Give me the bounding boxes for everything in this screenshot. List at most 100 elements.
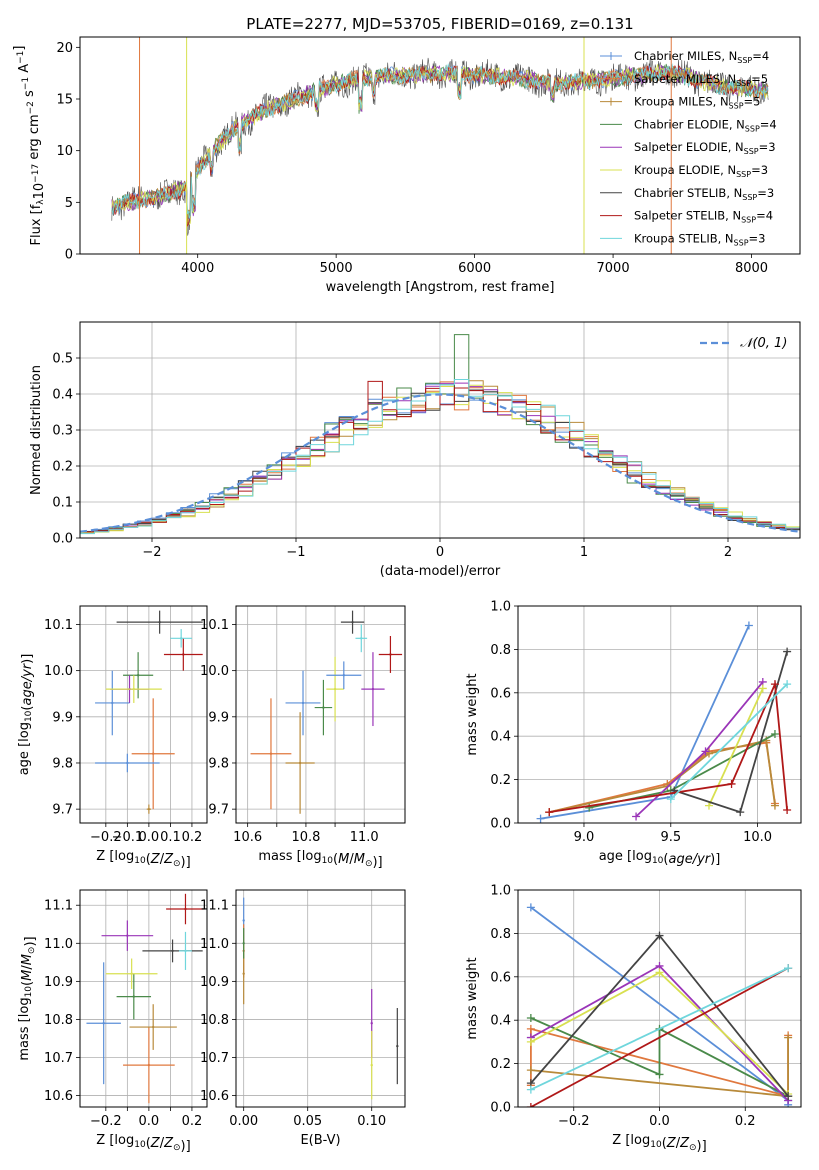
- axes-frame: [235, 889, 406, 1108]
- y-tick-label: 9.8: [52, 756, 73, 771]
- legend-name: Salpeter ELODIE, N: [634, 140, 744, 154]
- legend-sub: SSP: [734, 238, 749, 247]
- x-tick-label: 4000: [181, 261, 214, 276]
- legend-count: =5: [751, 72, 768, 86]
- x-tick-label: 0.10: [357, 1114, 386, 1129]
- y-tick-label: 0.2: [490, 1057, 511, 1072]
- data-point: [371, 687, 375, 691]
- legend-sub: SSP: [736, 170, 751, 179]
- spectrum-line-kroupa-stelib: [111, 63, 769, 219]
- axes-frame: [517, 889, 802, 1108]
- data-point: [151, 752, 155, 755]
- legend-label: Chabrier STELIB, NSSP=3: [634, 186, 774, 202]
- weight-marker: [655, 968, 664, 977]
- y-axis-label-part: −1: [21, 77, 31, 90]
- data-point: [184, 907, 187, 911]
- plot-area-residuals: [80, 322, 800, 538]
- y-tick-label: 10.7: [44, 1051, 73, 1066]
- x-axis-label-part: 10: [652, 856, 664, 866]
- x-axis-label-part: /: [676, 1136, 681, 1151]
- y-axis-label: age [log10(age/yr)]: [17, 654, 35, 776]
- x-axis-label-part: Z: [666, 1136, 677, 1151]
- x-axis-label: mass [log10(M/M⊙)]: [258, 849, 382, 870]
- weight-marker: [655, 931, 664, 940]
- x-axis-label: age [log10(age/yr)]: [599, 849, 721, 867]
- data-point: [360, 637, 363, 640]
- y-tick-label: 10.6: [200, 1089, 229, 1104]
- y-axis-label-part: mass weight: [465, 957, 480, 1039]
- x-axis-label-part: )]: [697, 1139, 707, 1154]
- x-tick-label: 0.05: [293, 1114, 322, 1129]
- x-tick-label: 0.0: [649, 1114, 670, 1129]
- y-tick-label: 10.8: [44, 1013, 73, 1028]
- x-tick-label: 10.6: [233, 830, 262, 845]
- x-tick-label: 11.0: [350, 830, 379, 845]
- y-axis-label-part: )]: [23, 936, 38, 946]
- legend-count: =3: [749, 231, 766, 245]
- data-point: [370, 1022, 373, 1025]
- x-tick-label: 0.00: [229, 1114, 258, 1129]
- y-axis-label-part: −17: [31, 164, 41, 183]
- y-axis-label-part: 10: [24, 710, 34, 722]
- y-axis-label-part: A: [17, 64, 32, 77]
- x-tick-label: 0.0: [139, 1114, 160, 1129]
- weight-marker: [526, 1066, 535, 1075]
- y-tick-label: 0.8: [490, 643, 511, 658]
- x-tick-label: −0.2: [90, 1114, 122, 1129]
- axes-frame: [79, 889, 208, 1108]
- weight-marker: [770, 801, 779, 810]
- legend-name: Chabrier STELIB, N: [634, 186, 742, 200]
- y-axis-label-part: mass [: [17, 1017, 32, 1060]
- y-tick-label: 10.7: [200, 1051, 229, 1066]
- legend-count: =3: [757, 186, 774, 200]
- x-tick-label: 0.2: [182, 1114, 203, 1129]
- y-tick-label: 0.1: [52, 496, 73, 511]
- x-axis-label-part: E(B-V): [300, 1133, 340, 1148]
- y-axis-label-part: )]: [20, 654, 35, 664]
- y-axis-label: mass weight: [465, 673, 480, 755]
- weight-line-kroupa-stelib: [530, 967, 789, 1091]
- weight-marker: [526, 1103, 535, 1107]
- x-tick-label: 8000: [735, 261, 768, 276]
- y-tick-label: 9.7: [52, 803, 73, 818]
- weight-marker: [736, 808, 745, 817]
- y-axis-label-part: age [: [17, 742, 32, 775]
- x-axis-label-part: (: [146, 1136, 151, 1151]
- x-axis-label-part: 10: [134, 856, 146, 866]
- x-axis-label-part: /: [160, 1136, 165, 1151]
- legend-sub: SSP: [742, 193, 757, 202]
- weight-marker: [655, 1070, 664, 1079]
- legend-count: =4: [756, 209, 773, 223]
- y-tick-label: 10.1: [200, 618, 229, 633]
- y-axis-label-part: mass weight: [465, 673, 480, 755]
- weight-marker: [526, 903, 535, 912]
- x-axis-label-part: age [: [599, 849, 632, 864]
- y-tick-label: 9.8: [208, 756, 229, 771]
- y-axis-label-part: M: [20, 954, 35, 965]
- y-axis-label: mass weight: [465, 957, 480, 1039]
- weight-marker: [701, 747, 710, 756]
- legend-sub: SSP: [736, 79, 751, 88]
- y-axis-label: mass [log10(M/M⊙)]: [17, 936, 38, 1060]
- weight-marker: [704, 801, 713, 810]
- x-axis-label-part: (: [663, 852, 668, 867]
- x-axis-label-part: 10: [322, 856, 334, 866]
- weight-marker: [783, 647, 792, 656]
- y-tick-label: 0.0: [490, 817, 511, 832]
- x-tick-label: 9.5: [660, 830, 681, 845]
- x-tick-label: 2: [724, 545, 732, 560]
- legend-name: Kroupa STELIB, N: [634, 231, 734, 245]
- y-tick-label: 10.0: [200, 664, 229, 679]
- y-tick-label: 0.2: [52, 460, 73, 475]
- x-axis-label-part: (data-model)/error: [380, 564, 501, 579]
- x-tick-label: 1: [580, 545, 588, 560]
- x-tick-label: −0.2: [90, 830, 122, 845]
- data-point: [242, 919, 245, 922]
- y-tick-label: 10.1: [44, 618, 73, 633]
- data-point: [130, 972, 133, 975]
- x-axis-label-part: ⊙: [365, 859, 373, 869]
- legend-label: Salpeter MILES, NSSP=5: [634, 72, 768, 88]
- axes-spectrum: 4000 5000 6000 7000 8000 0 5 10 15 20 wavelength […: [12, 36, 801, 295]
- legend-name: Kroupa ELODIE, N: [634, 163, 736, 177]
